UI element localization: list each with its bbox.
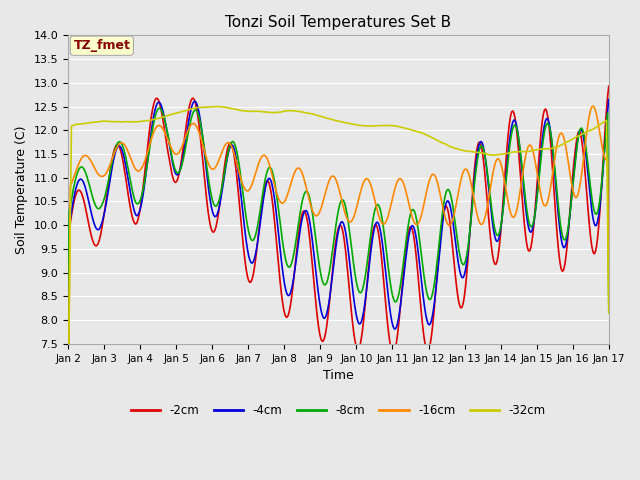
- Y-axis label: Soil Temperature (C): Soil Temperature (C): [15, 125, 28, 254]
- X-axis label: Time: Time: [323, 369, 354, 382]
- Title: Tonzi Soil Temperatures Set B: Tonzi Soil Temperatures Set B: [225, 15, 451, 30]
- Text: TZ_fmet: TZ_fmet: [74, 39, 131, 52]
- Legend: -2cm, -4cm, -8cm, -16cm, -32cm: -2cm, -4cm, -8cm, -16cm, -32cm: [126, 399, 550, 421]
